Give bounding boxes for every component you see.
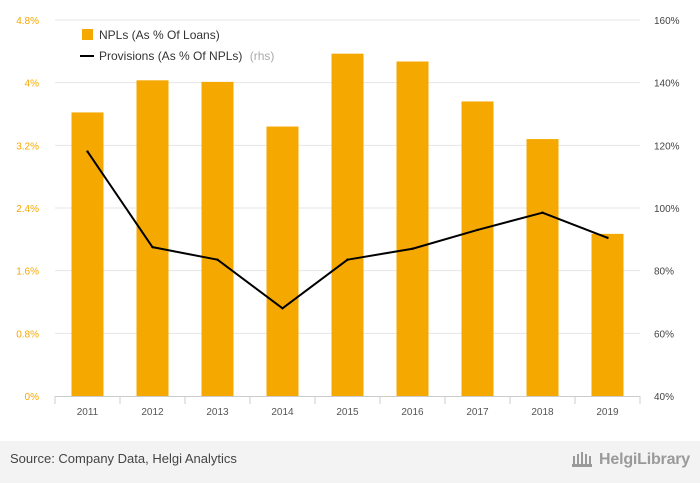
provisions-point-2018 xyxy=(541,211,544,214)
left-tick-label: 1.6% xyxy=(16,267,39,278)
provisions-point-2014 xyxy=(281,307,284,310)
bar-2013 xyxy=(201,81,234,396)
provisions-line xyxy=(86,150,609,310)
legend-swatch-npls xyxy=(82,29,93,40)
legend: NPLs (As % Of Loans) Provisions (As % Of… xyxy=(80,28,274,63)
bar-2015 xyxy=(331,53,364,396)
provisions-point-2012 xyxy=(151,245,154,249)
x-axis-ticks: 2011 2012 2013 2014 2015 2016 2017 2018 2019 xyxy=(54,396,641,418)
provisions-point-2015 xyxy=(346,258,349,261)
legend-label-provisions-suffix: (rhs) xyxy=(250,49,275,63)
left-tick-label: 2.4% xyxy=(16,204,39,215)
left-tick-label: 0% xyxy=(25,392,40,403)
right-tick-label: 140% xyxy=(654,79,680,90)
bar-2014 xyxy=(266,126,299,397)
right-tick-label: 40% xyxy=(654,392,674,403)
helgi-library-logo: HelgiLibrary xyxy=(571,448,690,472)
x-tick-label: 2017 xyxy=(466,407,489,418)
x-tick-label: 2012 xyxy=(141,407,164,418)
bar-2019 xyxy=(591,233,624,396)
bar-2016 xyxy=(396,61,429,397)
bar-2017 xyxy=(461,101,494,396)
legend-label-provisions-name: Provisions (As % Of NPLs) xyxy=(99,49,242,63)
x-tick-label: 2011 xyxy=(77,407,99,418)
bar-2018 xyxy=(526,139,559,397)
provisions-point-2017 xyxy=(476,228,479,232)
left-axis-ticks: 0% 0.8% 1.6% 2.4% 3.2% 4% 4.8% xyxy=(16,16,39,403)
x-tick-label: 2013 xyxy=(206,407,229,418)
provisions-point-2016 xyxy=(411,247,414,250)
legend-label-provisions: Provisions (As % Of NPLs) (rhs) xyxy=(99,49,274,63)
logo-text: HelgiLibrary xyxy=(599,451,690,468)
right-tick-label: 160% xyxy=(654,16,680,27)
left-tick-label: 4% xyxy=(25,79,40,90)
right-tick-label: 100% xyxy=(654,204,680,215)
left-tick-label: 3.2% xyxy=(16,141,39,152)
left-tick-label: 4.8% xyxy=(16,16,39,27)
bar-2012 xyxy=(136,80,169,397)
source-note: Source: Company Data, Helgi Analytics xyxy=(10,451,237,466)
library-logo-icon xyxy=(572,452,593,467)
footer-band xyxy=(0,441,700,483)
x-tick-label: 2019 xyxy=(596,407,619,418)
legend-label-npls: NPLs (As % Of Loans) xyxy=(99,28,220,42)
combo-chart: 0% 0.8% 1.6% 2.4% 3.2% 4% 4.8% 40% 60% 80% 100% 12… xyxy=(16,16,680,418)
right-axis-ticks: 40% 60% 80% 100% 120% 140% 160% xyxy=(654,16,680,403)
x-tick-label: 2018 xyxy=(531,407,554,418)
right-tick-label: 80% xyxy=(654,267,674,278)
x-tick-label: 2015 xyxy=(336,407,359,418)
provisions-point-2019 xyxy=(606,236,609,239)
bar-2011 xyxy=(71,112,104,396)
right-tick-label: 60% xyxy=(654,329,674,340)
right-tick-label: 120% xyxy=(654,141,680,152)
left-tick-label: 0.8% xyxy=(16,329,39,340)
x-tick-label: 2014 xyxy=(271,407,294,418)
provisions-point-2013 xyxy=(216,258,219,261)
provisions-point-2011 xyxy=(86,150,89,153)
x-tick-label: 2016 xyxy=(401,407,424,418)
npl-bars xyxy=(71,53,624,397)
